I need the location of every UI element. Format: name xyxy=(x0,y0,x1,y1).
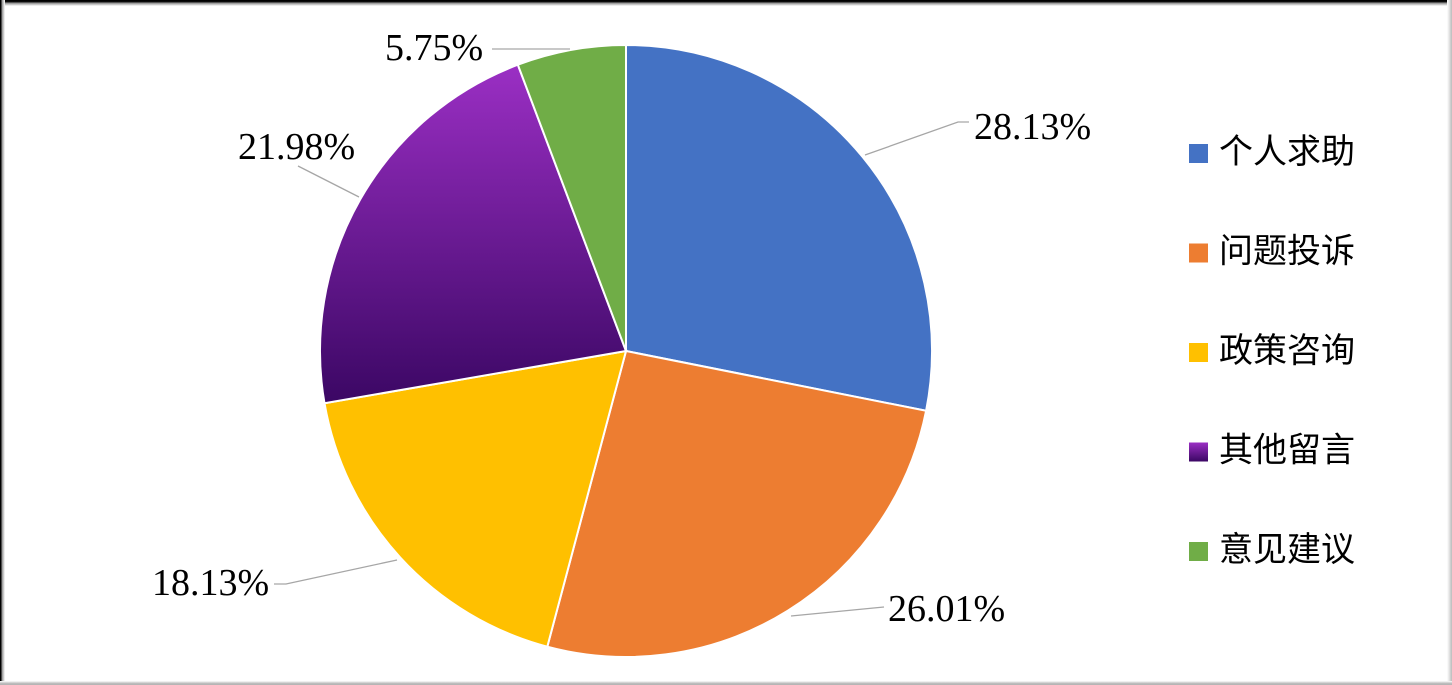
svg-text:28.13%: 28.13% xyxy=(974,106,1091,148)
svg-text:问题投诉: 问题投诉 xyxy=(1219,233,1355,271)
svg-text:其他留言: 其他留言 xyxy=(1219,432,1355,470)
svg-text:意见建议: 意见建议 xyxy=(1219,531,1355,569)
svg-text:21.98%: 21.98% xyxy=(238,126,355,168)
svg-text:5.75%: 5.75% xyxy=(385,27,483,69)
svg-text:个人求助: 个人求助 xyxy=(1219,133,1355,171)
svg-text:18.13%: 18.13% xyxy=(152,562,269,604)
svg-text:26.01%: 26.01% xyxy=(888,588,1005,630)
svg-text:政策咨询: 政策咨询 xyxy=(1219,332,1355,370)
